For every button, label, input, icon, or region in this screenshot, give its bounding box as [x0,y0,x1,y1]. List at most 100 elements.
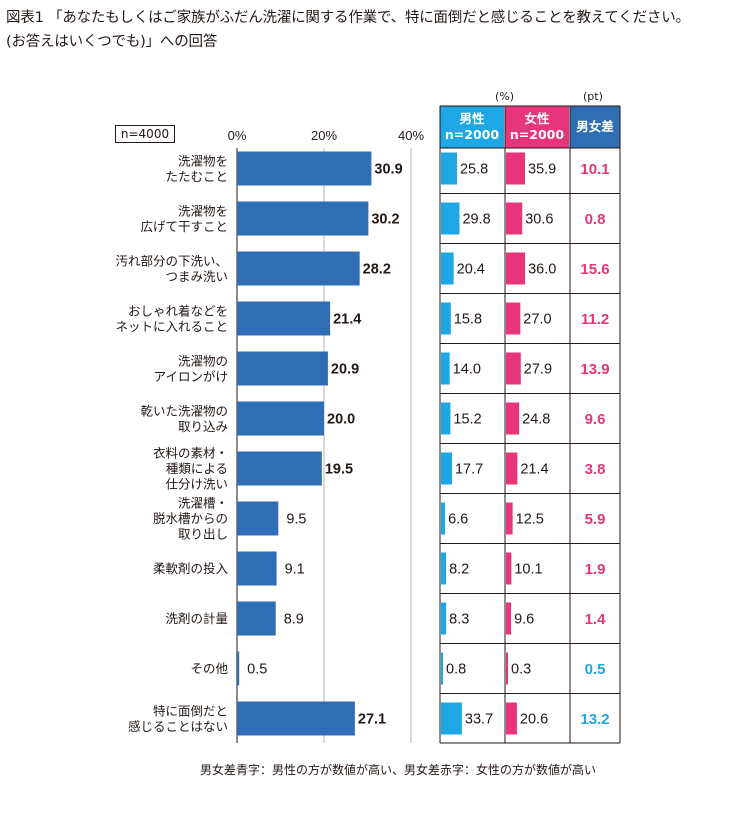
female-value-label: 21.4 [520,462,548,478]
female-value-label: 35.9 [528,162,556,178]
male-value-label: 14.0 [453,362,481,378]
male-value-label: 6.6 [448,512,468,528]
pt-unit-label: (pt) [583,90,603,103]
total-bar [237,251,360,286]
total-value-label: 30.9 [374,162,402,178]
total-value-label: 30.2 [371,212,399,228]
female-value-label: 36.0 [528,262,556,278]
male-value-label: 17.7 [455,462,483,478]
category-label: 乾いた洗濯物の取り込み [140,403,228,434]
total-bar [237,351,328,386]
female-value-label: 10.1 [514,562,542,578]
female-value-label: 12.5 [516,512,544,528]
title-line-1: 図表1 「あなたもしくはご家族がふだん洗濯に関する作業で、特に面倒だと感じること… [6,10,690,26]
x-tick-label: 40% [398,128,424,143]
category-label: 洗濯物をたたむこと [165,153,228,184]
male-bar [441,302,451,335]
female-value-label: 20.6 [520,712,548,728]
difference-value: 3.8 [585,461,606,478]
total-value-label: 0.5 [247,662,267,678]
female-header-n: n=2000 [509,127,565,142]
total-value-label: 27.1 [358,712,386,728]
female-bar [506,702,517,735]
total-value-label: 28.2 [363,262,391,278]
difference-value: 11.2 [581,311,609,328]
male-bar [441,352,450,385]
diff-column-header: 男女差 [570,106,620,148]
female-bar [506,302,521,335]
total-bar [237,651,240,686]
male-value-label: 0.8 [446,662,466,678]
female-value-label: 27.9 [524,362,552,378]
category-label: その他 [190,661,228,676]
total-value-label: 21.4 [333,312,361,328]
female-bar [506,652,508,685]
total-bar [237,201,369,236]
male-value-label: 15.8 [454,312,482,328]
sample-size-box: n=4000 [115,125,175,143]
difference-value: 15.6 [580,261,609,278]
total-bar [237,401,324,436]
male-bar [441,202,460,235]
female-value-label: 24.8 [522,412,550,428]
difference-value: 13.9 [580,361,609,378]
difference-value: 10.1 [580,161,609,178]
male-value-label: 33.7 [465,712,493,728]
female-bar [506,252,526,285]
female-bar [506,202,523,235]
total-bar [237,701,355,736]
total-bar [237,551,277,586]
female-value-label: 30.6 [525,212,553,228]
category-label: 洗濯物を広げて干すこと [140,203,228,234]
female-value-label: 27.0 [523,312,551,328]
male-bar [441,452,452,485]
female-header-label: 女性 [524,111,550,126]
total-value-label: 8.9 [284,612,304,628]
female-bar [506,452,518,485]
female-bar [506,352,521,385]
male-value-label: 20.4 [457,262,485,278]
male-header-n: n=2000 [444,127,500,142]
title-line-2: (お答えはいくつでも)」への回答 [6,34,218,50]
male-bar [441,402,451,435]
male-bar [441,252,454,285]
male-bar [441,652,443,685]
female-bar [506,552,512,585]
male-value-label: 29.8 [462,212,490,228]
male-header-label: 男性 [459,111,485,126]
category-label: おしゃれ着などをネットに入れること [115,303,228,334]
total-bar [237,301,331,336]
female-bar [506,152,526,185]
total-bar [237,601,276,636]
category-label: 特に面倒だと感じることはない [128,703,228,734]
diff-header-label: 男女差 [576,119,614,134]
difference-value: 0.5 [585,661,606,678]
difference-value: 9.6 [585,411,606,428]
male-column-header: 男性 n=2000 [440,106,504,148]
total-bar [237,451,322,486]
category-label: 洗剤の計量 [165,611,228,626]
total-value-label: 9.5 [286,512,306,528]
difference-value: 0.8 [585,211,606,228]
difference-value: 1.4 [585,611,607,628]
female-bar [506,502,513,535]
male-value-label: 15.2 [453,412,481,428]
male-bar [441,602,447,635]
total-value-label: 20.9 [331,362,359,378]
male-bar [441,702,462,735]
total-value-label: 9.1 [285,562,305,578]
female-bar [506,402,520,435]
male-bar [441,502,446,535]
female-value-label: 0.3 [511,662,531,678]
category-label: 衣料の素材・種類による仕分け洗い [153,446,228,492]
category-label: 洗濯槽・脱水槽からの取り出し [153,496,228,542]
female-value-label: 9.6 [514,612,534,628]
difference-value: 13.2 [580,711,609,728]
x-tick-label: 20% [311,128,337,143]
male-bar [441,552,447,585]
total-bar [237,501,279,536]
male-bar [441,152,457,185]
male-value-label: 25.8 [460,162,488,178]
category-label: 洗濯物のアイロンがけ [154,353,228,384]
